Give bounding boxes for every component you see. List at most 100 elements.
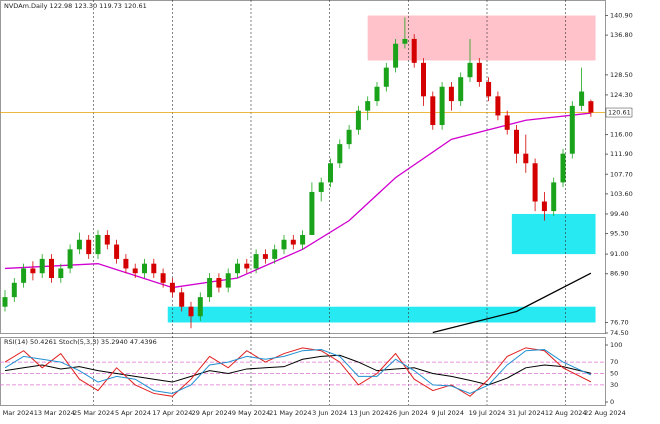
y-tick-label: 86.90 bbox=[610, 270, 629, 278]
y-tick-label: 128.50 bbox=[610, 71, 633, 79]
candle-body bbox=[402, 38, 408, 44]
candle-body bbox=[123, 258, 129, 269]
x-tick-label: 12 Aug 2024 bbox=[545, 409, 587, 417]
candle-body bbox=[262, 254, 268, 259]
candle-body bbox=[504, 115, 510, 130]
candle-body bbox=[86, 239, 92, 255]
candle-body bbox=[448, 86, 454, 102]
candle-body bbox=[95, 234, 101, 255]
candle-body bbox=[523, 153, 529, 164]
candle-body bbox=[142, 263, 147, 274]
chart-title: NVDAm.Daily 122.98 123.30 119.73 120.61 bbox=[4, 2, 147, 10]
candle-body bbox=[458, 77, 464, 102]
candle-body bbox=[244, 263, 250, 269]
candle-body bbox=[225, 273, 231, 288]
y-tick-label: 99.40 bbox=[610, 210, 629, 218]
candle-body bbox=[421, 62, 426, 97]
candle-body bbox=[169, 282, 175, 293]
x-tick-label: 17 Apr 2024 bbox=[152, 409, 192, 417]
osc-tick-label: 50 bbox=[610, 370, 618, 378]
zone bbox=[367, 15, 596, 61]
x-tick-label: 26 Jun 2024 bbox=[389, 409, 428, 417]
x-tick-label: 29 Apr 2024 bbox=[192, 409, 232, 417]
x-tick-label: 31 Jul 2024 bbox=[508, 409, 545, 417]
y-tick-label: 95.30 bbox=[610, 230, 629, 238]
candle-body bbox=[579, 91, 585, 106]
x-tick-label: 9 Jul 2024 bbox=[431, 409, 464, 417]
candle-body bbox=[393, 43, 399, 68]
candle-body bbox=[39, 258, 45, 274]
candle-body bbox=[486, 81, 492, 97]
candle-body bbox=[588, 101, 594, 113]
osc-label: RSI(14) 50.4261 Stoch(5,3,3) 35.2940 47.… bbox=[4, 338, 157, 346]
moving-average bbox=[4, 112, 591, 289]
y-tick-label: 116.00 bbox=[610, 131, 633, 139]
osc-frame bbox=[0, 337, 606, 406]
candle-body bbox=[300, 234, 306, 245]
moving-average bbox=[432, 272, 592, 334]
candle-body bbox=[58, 268, 64, 279]
x-tick-label: 3 Jun 2024 bbox=[312, 409, 347, 417]
y-tick-label: 74.50 bbox=[610, 329, 629, 337]
candle-body bbox=[114, 244, 120, 259]
candle-body bbox=[541, 201, 547, 212]
candle-body bbox=[188, 306, 194, 317]
candle-body bbox=[309, 191, 315, 235]
candle-body bbox=[532, 163, 538, 202]
candle-body bbox=[160, 273, 166, 283]
candle-body bbox=[411, 38, 417, 63]
candle-body bbox=[151, 263, 157, 274]
osc-line bbox=[4, 349, 592, 394]
x-tick-label: 13 Mar 2024 bbox=[34, 409, 75, 417]
candle-body bbox=[30, 268, 36, 274]
y-tick-label: 76.70 bbox=[610, 318, 629, 326]
candle-body bbox=[281, 239, 287, 250]
x-tick-label: 13 Jun 2024 bbox=[349, 409, 388, 417]
candle-body bbox=[328, 163, 333, 183]
candle-body bbox=[383, 67, 389, 87]
osc-line bbox=[4, 354, 592, 386]
candle-body bbox=[374, 86, 380, 102]
osc-tick-label: 30 bbox=[610, 381, 618, 389]
osc-tick-label: 0 bbox=[610, 398, 614, 406]
candle-body bbox=[104, 234, 110, 245]
candle-body bbox=[2, 297, 8, 307]
x-tick-label: 5 Apr 2024 bbox=[115, 409, 151, 417]
zone bbox=[511, 213, 596, 255]
candle-body bbox=[49, 258, 54, 279]
candle-body bbox=[253, 254, 259, 269]
candle-body bbox=[337, 144, 343, 164]
y-tick-label: 107.70 bbox=[610, 170, 633, 178]
x-tick-label: 22 Aug 2024 bbox=[584, 409, 626, 417]
x-tick-label: 1 Mar 2024 bbox=[0, 409, 34, 417]
candle-body bbox=[67, 249, 73, 269]
x-tick-label: 25 Mar 2024 bbox=[73, 409, 114, 417]
candle-body bbox=[365, 101, 371, 111]
candle-body bbox=[197, 297, 203, 317]
zone bbox=[167, 306, 596, 323]
candle-body bbox=[355, 110, 361, 130]
main-frame bbox=[0, 0, 606, 334]
osc-line bbox=[4, 347, 592, 397]
candle-body bbox=[290, 239, 296, 245]
candle-body bbox=[569, 105, 575, 154]
last-price-label: 120.61 bbox=[608, 109, 631, 117]
x-tick-label: 21 May 2024 bbox=[269, 409, 311, 417]
candle-body bbox=[439, 86, 445, 126]
candle-body bbox=[76, 239, 82, 250]
candle-body bbox=[560, 153, 566, 183]
candle-body bbox=[272, 249, 278, 259]
y-tick-label: 136.80 bbox=[610, 31, 633, 39]
candle-body bbox=[430, 96, 436, 126]
osc-tick-label: 70 bbox=[610, 358, 618, 366]
candle-body bbox=[216, 278, 222, 288]
x-tick-label: 9 May 2024 bbox=[232, 409, 270, 417]
osc-tick-label: 100 bbox=[610, 341, 622, 349]
candle-body bbox=[346, 129, 352, 145]
candle-body bbox=[11, 282, 17, 298]
x-tick-label: 19 Jul 2024 bbox=[469, 409, 506, 417]
y-tick-label: 103.60 bbox=[610, 190, 633, 198]
y-tick-label: 91.00 bbox=[610, 250, 629, 258]
candle-body bbox=[21, 268, 27, 283]
